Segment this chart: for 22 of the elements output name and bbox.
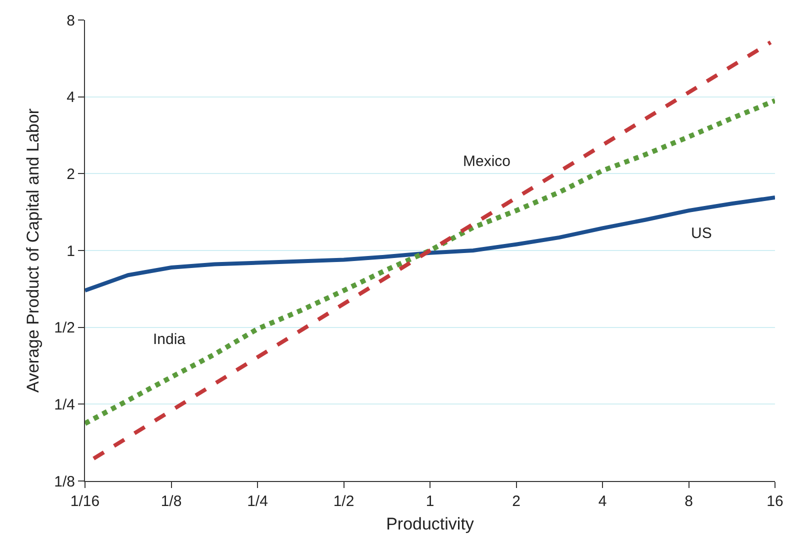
y-tick-label: 4 (66, 89, 75, 106)
x-axis-title: Productivity (386, 514, 474, 534)
x-tick-label: 2 (512, 493, 520, 510)
x-tick-label: 1 (426, 493, 434, 510)
y-tick-label: 1 (66, 242, 75, 260)
series-label: US (691, 225, 712, 242)
y-tick-label: 2 (66, 166, 75, 183)
x-tick-label: 4 (598, 493, 607, 510)
y-axis-title: Average Product of Capital and Labor (24, 108, 43, 393)
y-tick-label: 8 (66, 12, 75, 30)
y-tick-label: 1/4 (54, 396, 75, 414)
series-label: Mexico (463, 153, 511, 170)
x-tick-label: 1/2 (333, 493, 354, 510)
series-label: India (153, 331, 186, 348)
x-tick-label: 16 (766, 493, 784, 510)
x-tick-label: 1/4 (247, 493, 268, 510)
x-tick-label: 8 (684, 493, 693, 510)
y-tick-label: 1/8 (54, 473, 75, 490)
x-tick-label: 1/8 (160, 493, 182, 510)
y-tick-label: 1/2 (54, 320, 75, 337)
line-series (85, 196, 775, 293)
x-tick-label: 1/16 (70, 493, 100, 510)
